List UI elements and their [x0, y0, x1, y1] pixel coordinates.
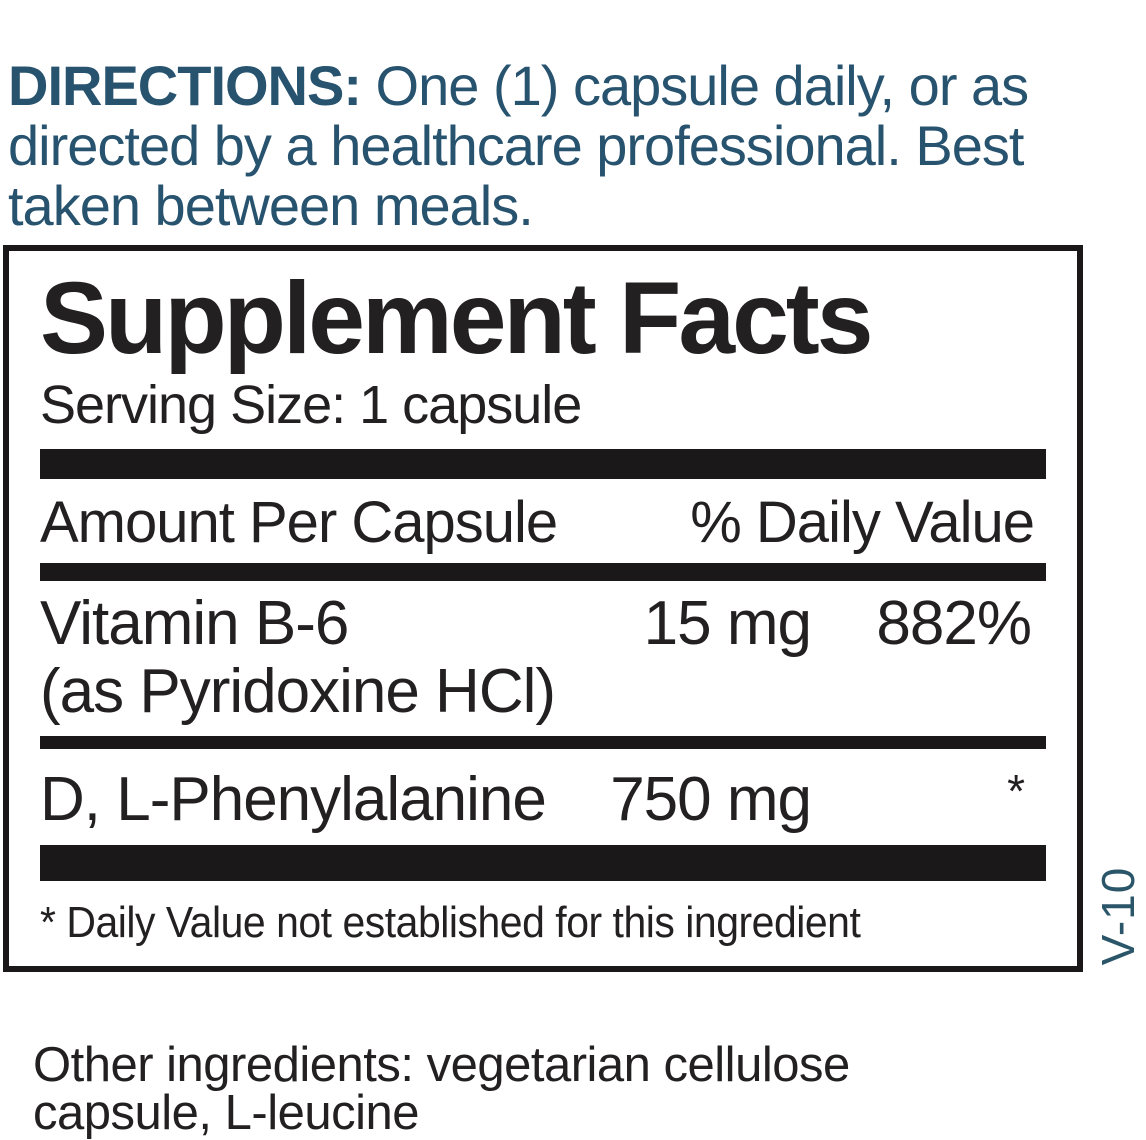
- divider-bar-thick-top: [40, 449, 1046, 479]
- nutrient-daily-value-asterisk: *: [1007, 765, 1025, 817]
- nutrient-detail-pyridoxine: (as Pyridoxine HCl): [40, 657, 556, 726]
- nutrient-daily-value: 882%: [876, 589, 1032, 658]
- nutrient-amount: 15 mg: [643, 589, 812, 658]
- supplement-facts-panel: Supplement Facts Serving Size: 1 capsule…: [3, 245, 1083, 972]
- divider-bar-middle: [40, 736, 1046, 749]
- nutrient-name: Vitamin B-6: [40, 589, 349, 658]
- directions-label: DIRECTIONS:: [8, 54, 362, 117]
- nutrient-row-vitamin-b6: Vitamin B-6 15 mg 882%: [40, 590, 1046, 658]
- divider-bar-thick-bottom: [40, 845, 1046, 881]
- serving-size: Serving Size: 1 capsule: [40, 375, 582, 435]
- amount-per-capsule-header: Amount Per Capsule: [40, 490, 558, 555]
- divider-bar-under-header: [40, 563, 1046, 581]
- column-header-row: Amount Per Capsule % Daily Value: [40, 492, 1046, 554]
- nutrient-name: D, L-Phenylalanine: [40, 765, 547, 834]
- nutrient-amount: 750 mg: [610, 765, 812, 834]
- panel-title: Supplement Facts: [40, 261, 874, 375]
- directions-text: One (1) capsule daily, or as directed by…: [8, 54, 1029, 237]
- other-ingredients: Other ingredients: vegetarian cellulose …: [33, 1038, 850, 1140]
- directions-paragraph: DIRECTIONS: One (1) capsule daily, or as…: [8, 56, 1108, 236]
- daily-value-footnote-text: * Daily Value not established for this i…: [40, 898, 861, 947]
- percent-daily-value-header: % Daily Value: [690, 490, 1035, 555]
- nutrient-row-phenylalanine: D, L-Phenylalanine 750 mg *: [40, 766, 1046, 834]
- daily-value-footnote: * Daily Value not established for this i…: [40, 898, 1046, 948]
- side-version-code: V-10: [1092, 866, 1144, 966]
